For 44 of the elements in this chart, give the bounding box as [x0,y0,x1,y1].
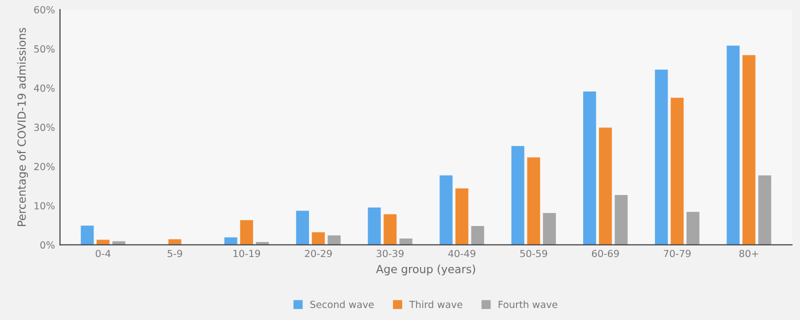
y-tick-label: 10% [34,202,55,210]
x-tick-label: 70-79 [664,250,691,258]
x-tick-label: 50-59 [520,250,548,258]
y-tick-label: 30% [34,124,55,132]
bar [296,210,310,245]
y-tick-label: 40% [34,84,55,92]
bar [726,46,740,245]
bar [742,55,756,245]
bar [670,98,684,245]
bar [758,175,772,245]
x-tick-label: 10-19 [234,250,260,258]
legend-label: Third wave [409,300,462,308]
bar [527,157,540,245]
x-tick-label: 60-69 [592,250,619,258]
bar [686,212,700,245]
y-tick-label: 20% [34,162,55,170]
bar [328,235,341,245]
bar [654,70,668,245]
legend-label: Second wave [310,300,374,308]
bar [240,220,254,245]
x-axis-title: Age group (years) [376,264,476,276]
y-tick-label: 0% [40,241,55,249]
bar [455,188,468,245]
bar [542,213,556,245]
x-tick-label: 80+ [739,250,758,258]
bar [471,226,484,245]
bar [511,146,524,245]
bar [80,226,94,245]
y-tick-label: 50% [34,45,55,53]
legend-label: Fourth wave [498,300,558,308]
bar [583,92,596,245]
bar [614,195,628,245]
x-tick-label: 0-4 [96,250,110,258]
bar [368,208,381,245]
bar [440,175,453,245]
x-tick-label: 20-29 [304,250,332,258]
y-axis-title: Percentage of COVID-19 admissions [17,28,28,226]
bar [598,128,612,245]
bar [312,232,325,245]
bar [384,214,397,245]
y-tick-label: 60% [34,6,55,14]
x-tick-label: 40-49 [448,250,476,258]
x-tick-label: 30-39 [376,250,404,258]
x-tick-label: 5-9 [168,250,182,258]
